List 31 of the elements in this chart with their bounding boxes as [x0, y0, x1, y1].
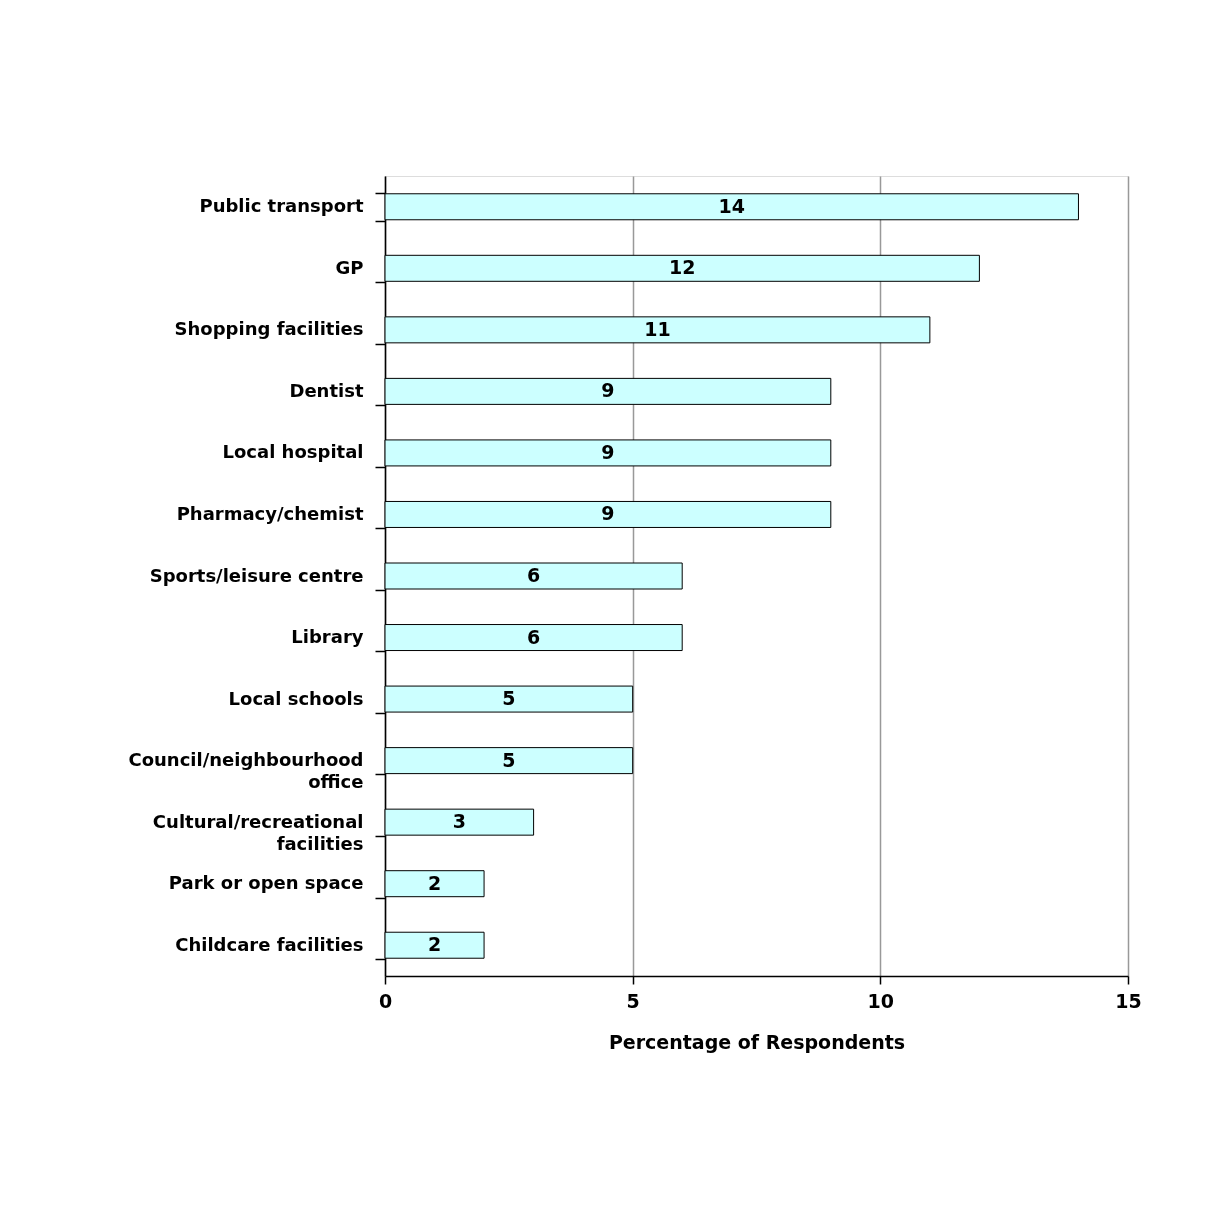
data-label: 9 [601, 440, 615, 463]
data-label: 6 [526, 625, 541, 648]
data-label: 6 [526, 564, 541, 586]
data-label: 14 [718, 194, 745, 217]
y-tick-label: Sports/leisure centre [149, 564, 364, 586]
y-tick-label: Library [291, 626, 364, 648]
y-tick-label: Park or open space [168, 872, 364, 894]
data-label: 11 [644, 317, 671, 340]
data-label: 3 [452, 810, 466, 833]
data-label: 5 [502, 748, 516, 771]
x-tick-label: 5 [626, 989, 640, 1012]
y-tick-label: Pharmacy/chemist [176, 502, 364, 524]
data-label: 9 [601, 379, 615, 402]
data-label: 9 [601, 502, 615, 525]
x-tick-label: 0 [378, 989, 393, 1012]
data-label: 2 [427, 871, 442, 894]
x-axis-title: Percentage of Respondents [608, 1030, 906, 1053]
y-tick-label: Local hospital [222, 441, 364, 463]
data-label: 12 [668, 256, 696, 279]
data-label: 2 [427, 933, 442, 956]
y-tick-label: Shopping facilities [174, 318, 364, 340]
y-tick-label: Dentist [289, 379, 364, 401]
y-tick-label: GP [335, 256, 364, 278]
data-label: 5 [502, 687, 516, 710]
y-tick-label: Cultural/recreational facilities [152, 810, 364, 854]
x-tick-label: 15 [1115, 989, 1142, 1012]
y-tick-label: Council/neighbourhood office [128, 749, 364, 793]
x-tick-label: 10 [867, 989, 895, 1012]
y-tick-label: Public transport [199, 195, 364, 217]
y-tick-label: Local schools [228, 687, 364, 709]
y-tick-label: Childcare facilities [175, 933, 364, 955]
